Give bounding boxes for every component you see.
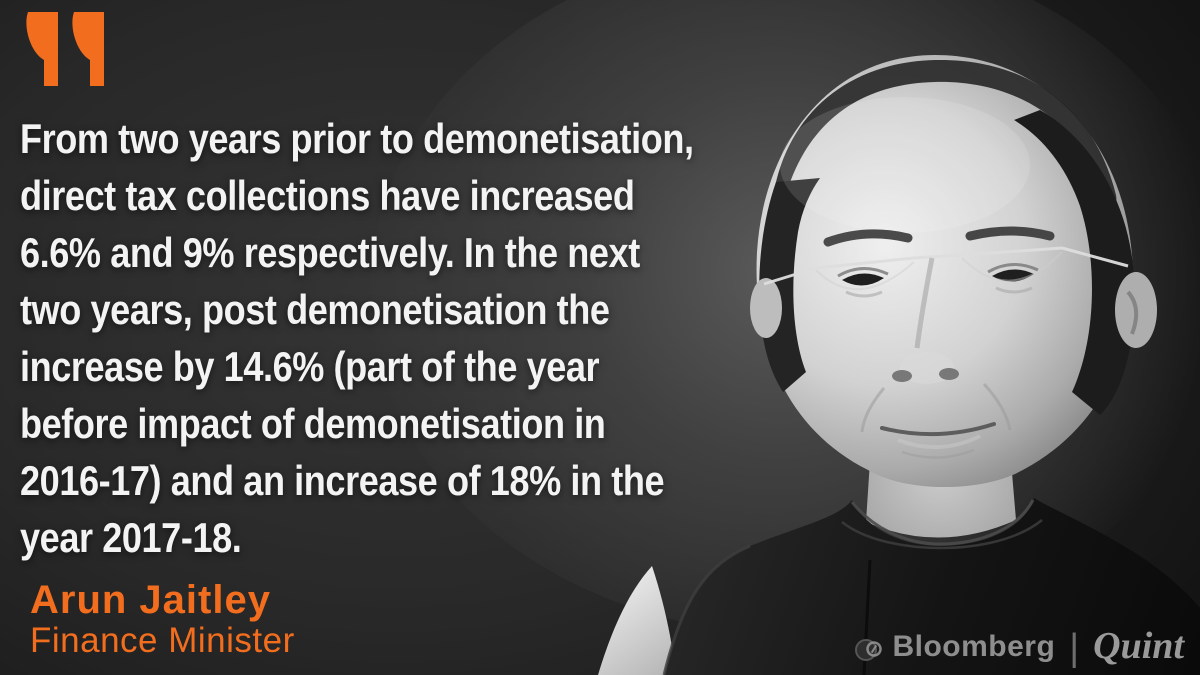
speaker-title: Finance Minister <box>30 621 295 660</box>
brand-separator: | <box>1069 627 1080 669</box>
opening-double-quote-icon <box>26 12 104 86</box>
bloomberg-wordmark: Bloomberg <box>892 630 1056 663</box>
speaker-name: Arun Jaitley <box>30 578 271 622</box>
quote-text: From two years prior to demonetisation, … <box>20 115 694 561</box>
branding: Bloomberg | Quint <box>864 625 1184 669</box>
ring-icon <box>866 641 883 657</box>
quint-wordmark: Quint <box>1093 625 1184 667</box>
